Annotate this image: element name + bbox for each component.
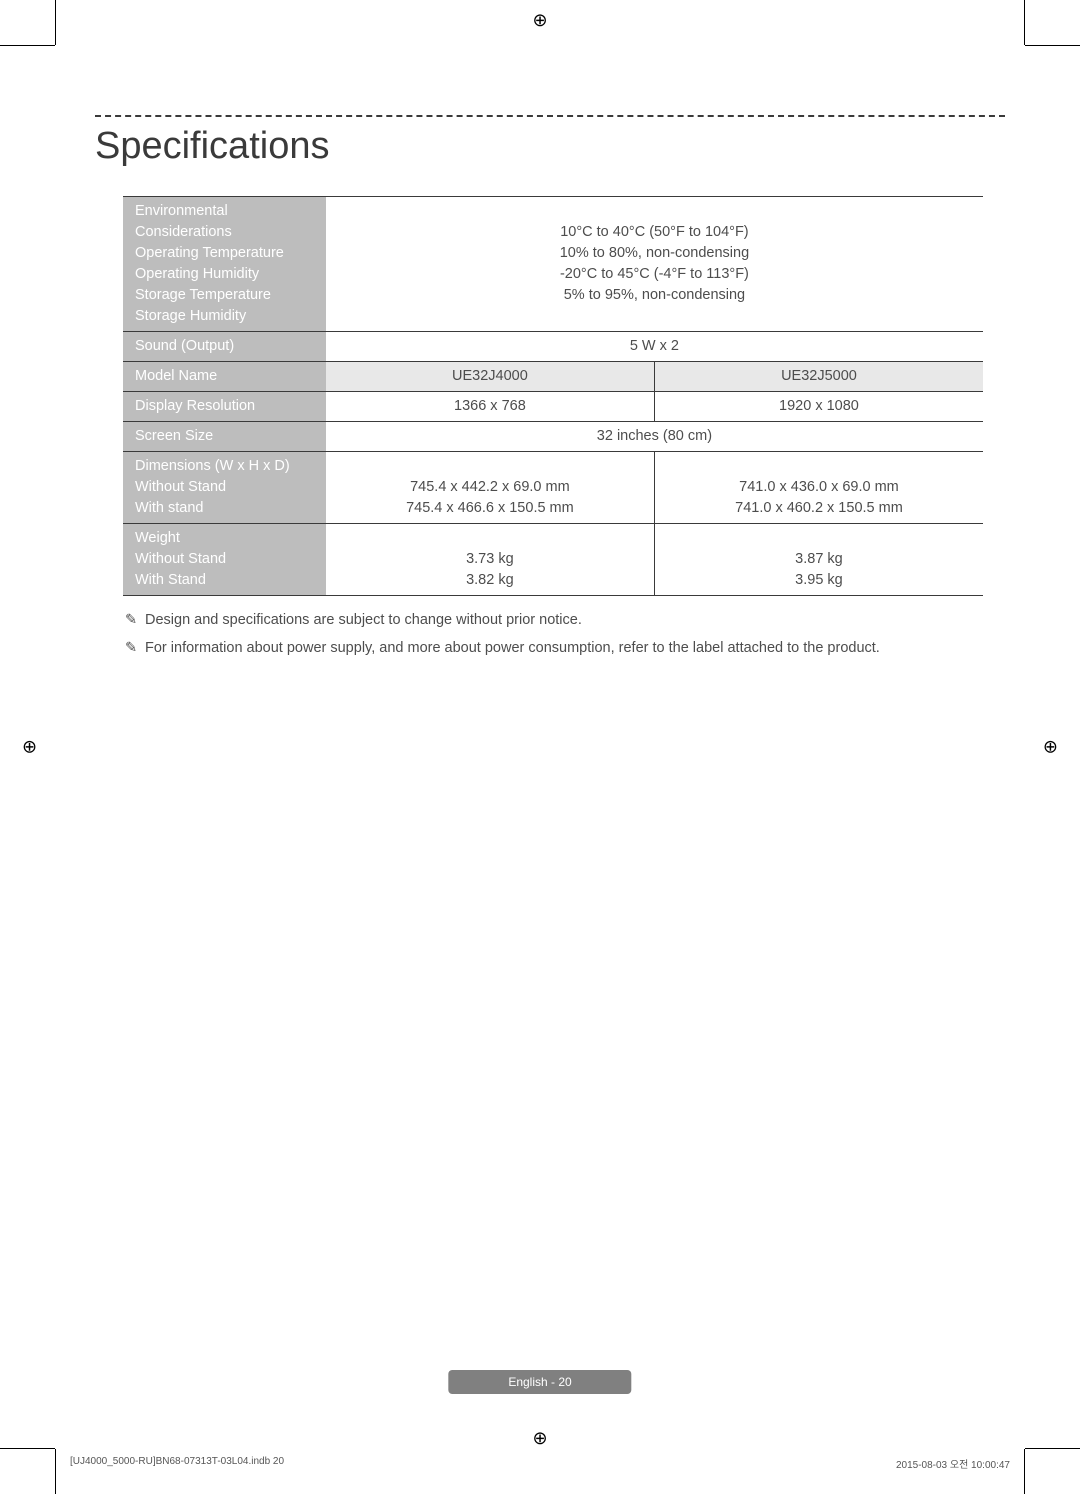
spec-value: 741.0 x 436.0 x 69.0 mm 741.0 x 460.2 x … [654,452,983,524]
value-text: 3.95 kg [795,572,843,588]
label-text: Operating Temperature [135,245,284,261]
page: ⊕ ⊕ ⊕ ⊕ Specifications Environmental Con… [0,0,1080,1494]
note-text: For information about power supply, and … [145,638,880,660]
note-item: ✎ Design and specifications are subject … [125,610,1005,632]
spec-value: 1366 x 768 [326,392,655,422]
spec-value: 3.87 kg 3.95 kg [654,524,983,596]
value-text: 745.4 x 466.6 x 150.5 mm [406,500,574,516]
label-text: Storage Humidity [135,308,246,324]
label-text: Environmental Considerations [135,203,232,240]
print-footer: [UJ4000_5000-RU]BN68-07313T-03L04.indb 2… [70,1456,1010,1471]
value-text: 745.4 x 442.2 x 69.0 mm [410,479,570,495]
label-text: Weight [135,530,180,546]
spec-value: 5 W x 2 [326,332,983,362]
footer-left: [UJ4000_5000-RU]BN68-07313T-03L04.indb 2… [70,1456,284,1471]
spec-value: 10°C to 40°C (50°F to 104°F) 10% to 80%,… [326,197,983,332]
spec-value: 32 inches (80 cm) [326,422,983,452]
value-text: 5% to 95%, non-condensing [564,287,745,303]
value-text: 10% to 80%, non-condensing [560,245,749,261]
label-text: Dimensions (W x H x D) [135,458,290,474]
label-text: Without Stand [135,479,226,495]
value-text: 741.0 x 460.2 x 150.5 mm [735,500,903,516]
spec-value: UE32J5000 [654,362,983,392]
crop-mark [1025,1448,1080,1449]
spec-value: 1920 x 1080 [654,392,983,422]
spec-value: UE32J4000 [326,362,655,392]
value-text: 3.73 kg [466,551,514,567]
page-number-pill: English - 20 [448,1370,631,1394]
footer-right: 2015-08-03 오전 10:00:47 [896,1456,1010,1471]
label-text: Without Stand [135,551,226,567]
label-text: Storage Temperature [135,287,271,303]
spec-label: Display Resolution [123,392,326,422]
value-text: 3.82 kg [466,572,514,588]
spec-label: Environmental Considerations Operating T… [123,197,326,332]
note-bullet-icon: ✎ [125,610,145,632]
crop-mark [1024,1449,1025,1494]
label-text: With stand [135,500,204,516]
crop-mark [1024,0,1025,45]
page-title: Specifications [95,125,1005,168]
crop-mark [1025,45,1080,46]
note-bullet-icon: ✎ [125,638,145,660]
spec-table: Environmental Considerations Operating T… [123,196,983,596]
crop-mark [0,1448,55,1449]
crop-mark [55,1449,56,1494]
value-text: 741.0 x 436.0 x 69.0 mm [739,479,899,495]
registration-icon: ⊕ [532,1428,547,1449]
spec-label: Model Name [123,362,326,392]
crop-mark [55,0,56,45]
spec-value: 745.4 x 442.2 x 69.0 mm 745.4 x 466.6 x … [326,452,655,524]
value-text: 3.87 kg [795,551,843,567]
crop-mark [0,45,55,46]
divider [95,115,1005,117]
value-text: -20°C to 45°C (-4°F to 113°F) [560,266,749,282]
registration-icon: ⊕ [22,737,37,758]
spec-label: Screen Size [123,422,326,452]
spec-value: 3.73 kg 3.82 kg [326,524,655,596]
note-item: ✎ For information about power supply, an… [125,638,1005,660]
note-text: Design and specifications are subject to… [145,610,582,632]
label-text: Operating Humidity [135,266,259,282]
label-text: With Stand [135,572,206,588]
registration-icon: ⊕ [1043,737,1058,758]
spec-label: Dimensions (W x H x D) Without Stand Wit… [123,452,326,524]
notes: ✎ Design and specifications are subject … [125,610,1005,660]
spec-label: Sound (Output) [123,332,326,362]
registration-icon: ⊕ [532,10,547,31]
spec-label: Weight Without Stand With Stand [123,524,326,596]
value-text: 10°C to 40°C (50°F to 104°F) [560,224,748,240]
